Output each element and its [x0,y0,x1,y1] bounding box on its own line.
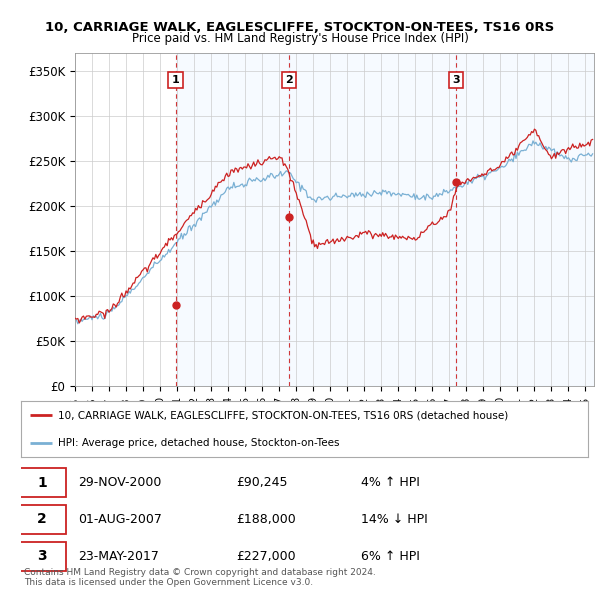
Text: 14% ↓ HPI: 14% ↓ HPI [361,513,428,526]
Text: 29-NOV-2000: 29-NOV-2000 [78,476,161,489]
Text: 10, CARRIAGE WALK, EAGLESCLIFFE, STOCKTON-ON-TEES, TS16 0RS (detached house): 10, CARRIAGE WALK, EAGLESCLIFFE, STOCKTO… [58,410,508,420]
Bar [176,53,289,386]
Bar [289,53,456,386]
Text: 01-AUG-2007: 01-AUG-2007 [78,513,161,526]
Text: Price paid vs. HM Land Registry's House Price Index (HPI): Price paid vs. HM Land Registry's House … [131,32,469,45]
Text: 3: 3 [37,549,47,563]
Text: 6% ↑ HPI: 6% ↑ HPI [361,549,420,562]
Text: £90,245: £90,245 [236,476,288,489]
Bar [456,53,594,386]
Text: HPI: Average price, detached house, Stockton-on-Tees: HPI: Average price, detached house, Stoc… [58,438,340,448]
Text: 2: 2 [285,75,293,85]
FancyBboxPatch shape [18,542,67,571]
Text: 2: 2 [37,513,47,526]
Text: 1: 1 [172,75,179,85]
FancyBboxPatch shape [18,468,67,497]
Text: 4% ↑ HPI: 4% ↑ HPI [361,476,420,489]
Text: 10, CARRIAGE WALK, EAGLESCLIFFE, STOCKTON-ON-TEES, TS16 0RS: 10, CARRIAGE WALK, EAGLESCLIFFE, STOCKTO… [46,21,554,34]
FancyBboxPatch shape [18,505,67,534]
Text: £227,000: £227,000 [236,549,296,562]
Text: 3: 3 [452,75,460,85]
Text: Contains HM Land Registry data © Crown copyright and database right 2024.
This d: Contains HM Land Registry data © Crown c… [24,568,376,587]
Text: £188,000: £188,000 [236,513,296,526]
Text: 1: 1 [37,476,47,490]
Text: 23-MAY-2017: 23-MAY-2017 [78,549,158,562]
